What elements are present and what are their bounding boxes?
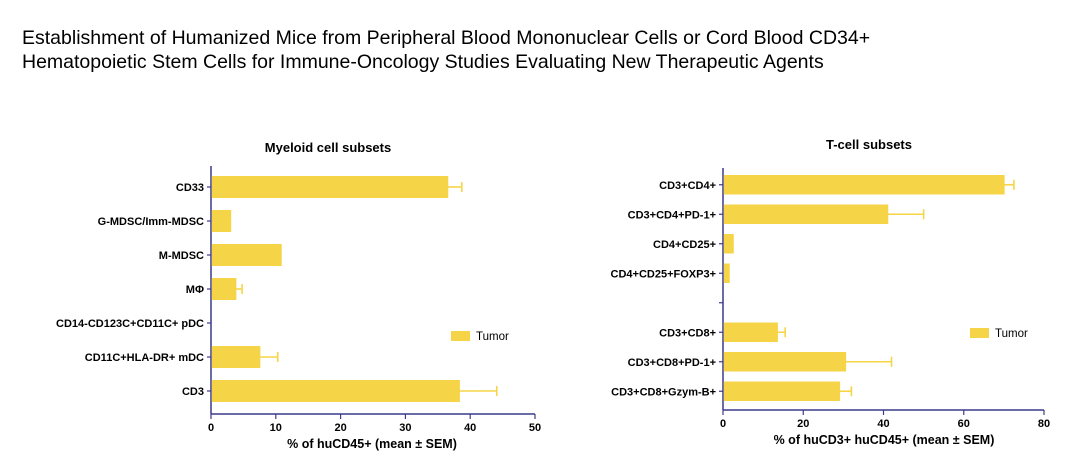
legend-swatch (970, 328, 989, 338)
category-label: MΦ (186, 284, 204, 296)
category-label: CD3+CD4+ (659, 180, 716, 192)
category-label: M-MDSC (159, 250, 204, 262)
category-label: G-MDSC/Imm-MDSC (98, 216, 204, 228)
legend-swatch (451, 331, 470, 341)
legend: Tumor (970, 328, 1028, 340)
x-tick-label: 50 (529, 422, 541, 434)
chart-title: T-cell subsets (826, 137, 912, 152)
category-label: CD14-CD123C+CD11C+ pDC (56, 318, 204, 330)
chart-title: Myeloid cell subsets (265, 140, 391, 155)
x-tick-label: 60 (958, 418, 970, 430)
x-tick-label: 10 (270, 422, 282, 434)
category-label: CD11C+HLA-DR+ mDC (85, 352, 204, 364)
page-title: Establishment of Humanized Mice from Per… (22, 26, 1062, 74)
x-tick-label: 80 (1038, 418, 1050, 430)
category-label: CD3 (182, 386, 204, 398)
x-axis-label: % of huCD45+ (mean ± SEM) (287, 437, 457, 451)
bar (723, 322, 778, 342)
chart-1: Myeloid cell subsets 0 10 20 30 40 50 % of huCD… (56, 140, 541, 451)
x-axis-label: % of huCD3+ huCD45+ (mean ± SEM) (774, 433, 995, 447)
legend-label: Tumor (995, 328, 1028, 340)
category-label: CD4+CD25+ (653, 239, 716, 251)
page-title-line-2: Hematopoietic Stem Cells for Immune-Onco… (22, 51, 824, 73)
x-tick-label: 0 (208, 422, 214, 434)
category-label: CD33 (176, 182, 204, 194)
x-tick-label: 0 (720, 418, 726, 430)
bar (723, 381, 841, 401)
x-tick-label: 40 (877, 418, 889, 430)
legend: Tumor (451, 331, 509, 343)
bar (723, 204, 889, 224)
x-tick-label: 30 (399, 422, 411, 434)
x-tick-label: 40 (464, 422, 476, 434)
bar (211, 176, 449, 198)
chart-2: T-cell subsets 0 20 40 60 80 % of huCD3+ huCD4… (611, 137, 1051, 447)
bar (723, 263, 730, 283)
category-label: CD3+CD4+PD-1+ (628, 209, 716, 221)
category-label: CD4+CD25+FOXP3+ (611, 268, 716, 280)
bar (723, 352, 847, 372)
x-tick-label: 20 (334, 422, 346, 434)
page-title-line-1: Establishment of Humanized Mice from Per… (22, 27, 871, 49)
bar (723, 234, 734, 254)
x-tick-label: 20 (797, 418, 809, 430)
category-label: CD3+CD8+ (659, 327, 716, 339)
bar (211, 278, 237, 300)
category-label: CD3+CD8+PD-1+ (628, 357, 716, 369)
bar (211, 346, 261, 368)
bar (211, 210, 232, 232)
bar (211, 380, 460, 402)
bar (723, 175, 1005, 195)
category-label: CD3+CD8+Gzym-B+ (611, 386, 716, 398)
legend-label: Tumor (476, 331, 509, 343)
bar (211, 244, 282, 266)
